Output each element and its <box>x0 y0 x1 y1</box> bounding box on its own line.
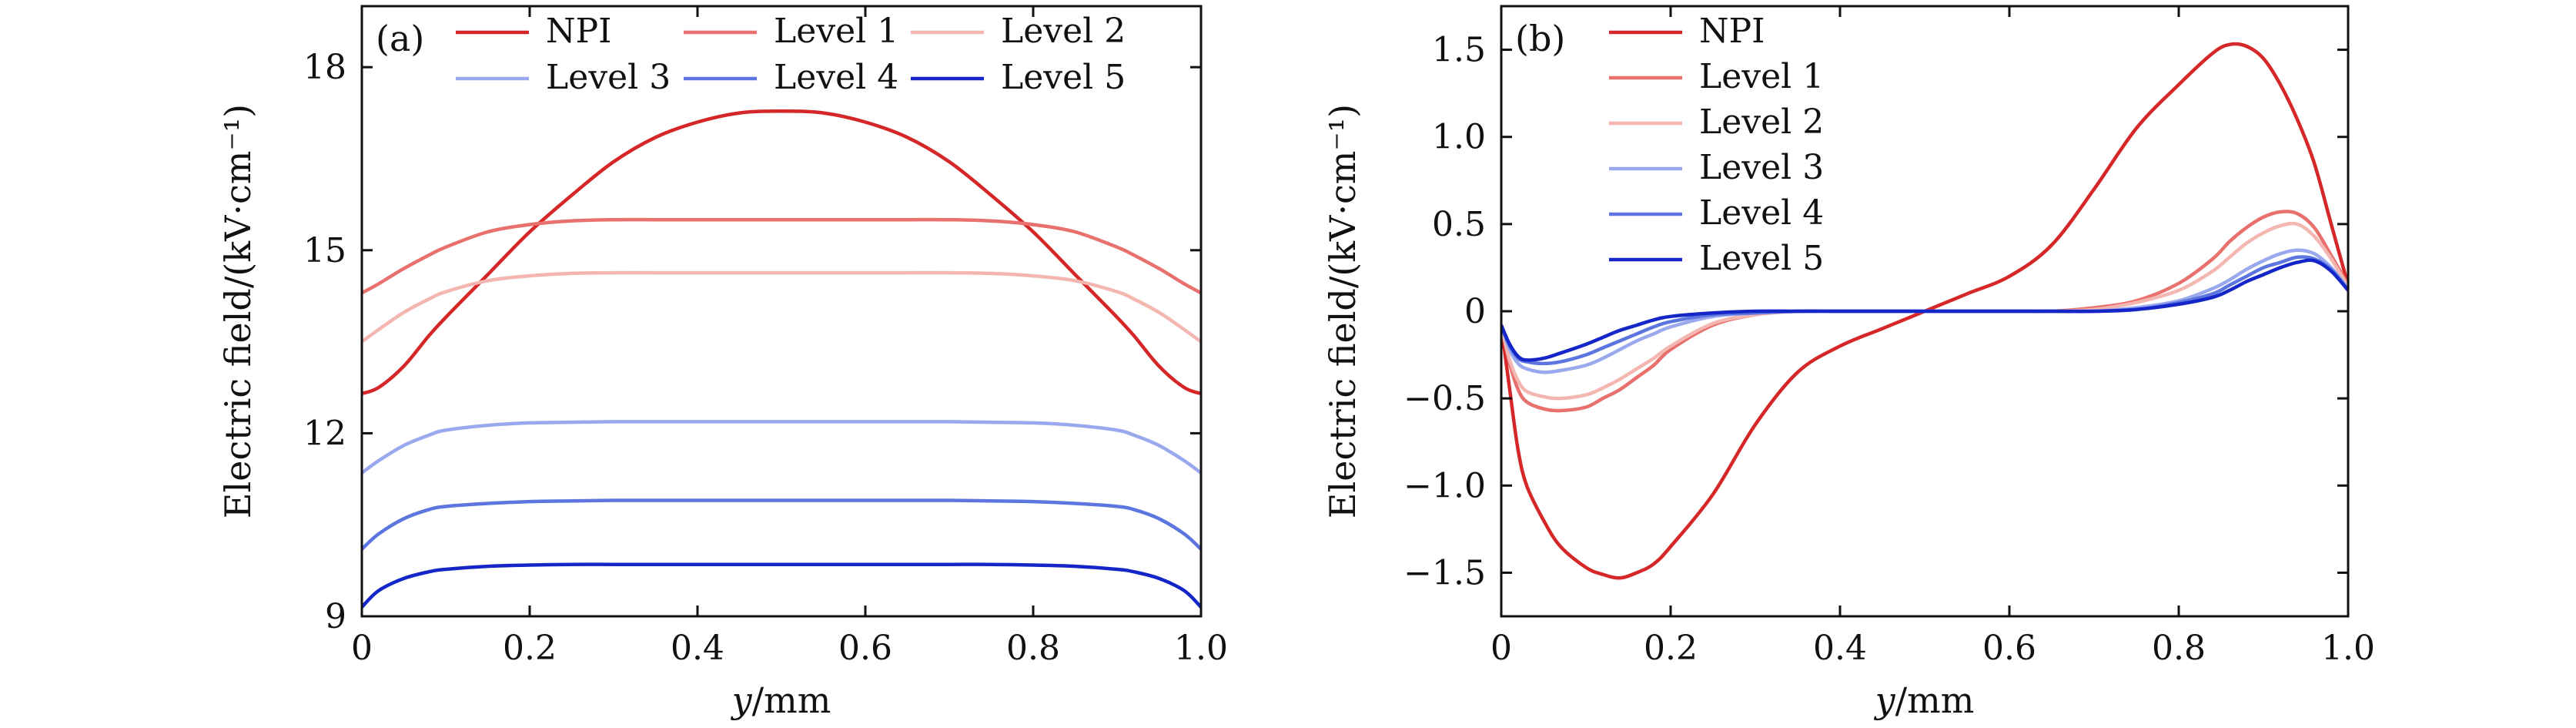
panel-label: (b) <box>1515 18 1565 59</box>
series-line-level-1 <box>362 217 1201 295</box>
series-line-level-4 <box>362 498 1201 551</box>
y-tick-label: 0 <box>1464 292 1486 331</box>
y-tick-label: 18 <box>303 48 346 87</box>
legend-label-npi: NPI <box>546 12 612 51</box>
series-line-npi <box>1501 42 2348 580</box>
legend-label-level-5: Level 5 <box>1699 239 1824 278</box>
y-tick-label: 1.0 <box>1432 118 1486 157</box>
panel-label: (a) <box>376 18 424 59</box>
y-tick-label: 12 <box>303 414 346 453</box>
x-tick-label: 0 <box>1490 629 1512 668</box>
legend-label-level-1: Level 1 <box>1699 57 1824 96</box>
y-tick-label: −0.5 <box>1403 379 1486 418</box>
legend-label-level-2: Level 2 <box>1001 12 1126 51</box>
y-tick-label: 1.5 <box>1432 31 1486 70</box>
y-tick-label: 15 <box>303 231 346 270</box>
legend-label-level-1: Level 1 <box>774 12 898 51</box>
axes-frame <box>360 5 1203 618</box>
series-line-level-5 <box>362 562 1201 609</box>
legend-label-level-3: Level 3 <box>1699 148 1824 187</box>
x-tick-label: 1.0 <box>1174 629 1228 668</box>
x-tick-label: 0.2 <box>1644 629 1698 668</box>
plot-area-b <box>1501 42 2348 580</box>
x-axis-label: y/mm <box>731 679 831 721</box>
x-tick-label: 0.8 <box>2152 629 2206 668</box>
series-line-npi <box>362 109 1201 396</box>
series-line-level-3 <box>362 420 1201 475</box>
x-axis-label: y/mm <box>1874 679 1975 721</box>
legend-label-level-2: Level 2 <box>1699 102 1824 142</box>
x-tick-label: 0.6 <box>1982 629 2036 668</box>
x-tick-label: 0.2 <box>503 629 557 668</box>
x-tick-label: 0.8 <box>1006 629 1060 668</box>
series-line-level-2 <box>362 270 1201 344</box>
legend-label-level-4: Level 4 <box>774 58 898 97</box>
y-tick-label: −1.0 <box>1403 466 1486 505</box>
legend: NPI Level 1 Level 2 Level 3 Level 4 Level 5 <box>456 12 1126 97</box>
y-axis-label: Electric field/(kV·cm⁻¹) <box>1322 104 1363 518</box>
x-tick-label: 0.4 <box>1813 629 1867 668</box>
y-tick-label: −1.5 <box>1403 553 1486 592</box>
y-tick-label: 0.5 <box>1432 205 1486 244</box>
x-tick-label: 0.4 <box>671 629 724 668</box>
legend-label-level-3: Level 3 <box>546 58 671 97</box>
x-tick-label: 0 <box>351 629 373 668</box>
panel-a: 0 0.2 0.4 0.6 0.8 1.0 9 12 15 18 y/mm Electric fiel… <box>217 5 1228 721</box>
legend-label-level-4: Level 4 <box>1699 193 1824 233</box>
x-tick-label: 1.0 <box>2321 629 2375 668</box>
legend-label-npi: NPI <box>1699 12 1765 51</box>
series-line-level-5 <box>1501 258 2348 362</box>
legend-label-level-5: Level 5 <box>1001 58 1126 97</box>
y-axis-label: Electric field/(kV·cm⁻¹) <box>217 104 259 518</box>
panel-b: 0 0.2 0.4 0.6 0.8 1.0 1.5 1.0 0.5 0 −0.5 −1.0 −1.5 y/… <box>1322 5 2375 721</box>
plot-area-a <box>362 109 1201 609</box>
x-tick-label: 0.6 <box>838 629 892 668</box>
y-tick-label: 9 <box>325 597 346 636</box>
legend: NPI Level 1 Level 2 Level 3 Level 4 Level 5 <box>1609 12 1824 278</box>
